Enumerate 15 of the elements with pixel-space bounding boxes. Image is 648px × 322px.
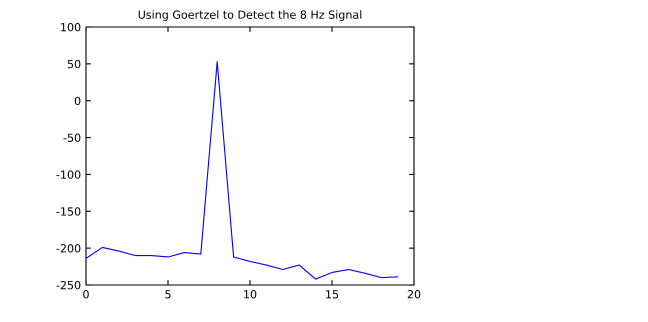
x-tick-label: 10 xyxy=(244,290,256,298)
x-tick-label: 15 xyxy=(326,290,338,298)
y-tick-label: 50 xyxy=(68,60,80,68)
x-tick-label: 20 xyxy=(408,290,420,298)
chart-title: Using Goertzel to Detect the 8 Hz Signal xyxy=(138,10,362,21)
x-tick-label: 5 xyxy=(165,290,171,298)
y-tick-label: 100 xyxy=(61,22,80,32)
y-tick-label: -100 xyxy=(56,170,80,179)
y-tick-label: -200 xyxy=(56,244,80,253)
y-tick-label: -50 xyxy=(64,134,80,142)
y-tick-label: -150 xyxy=(56,207,80,216)
y-tick-label: 0 xyxy=(74,96,80,106)
x-tick-label: 0 xyxy=(83,290,89,298)
y-tick-label: -250 xyxy=(56,280,80,290)
line-series xyxy=(86,61,398,280)
